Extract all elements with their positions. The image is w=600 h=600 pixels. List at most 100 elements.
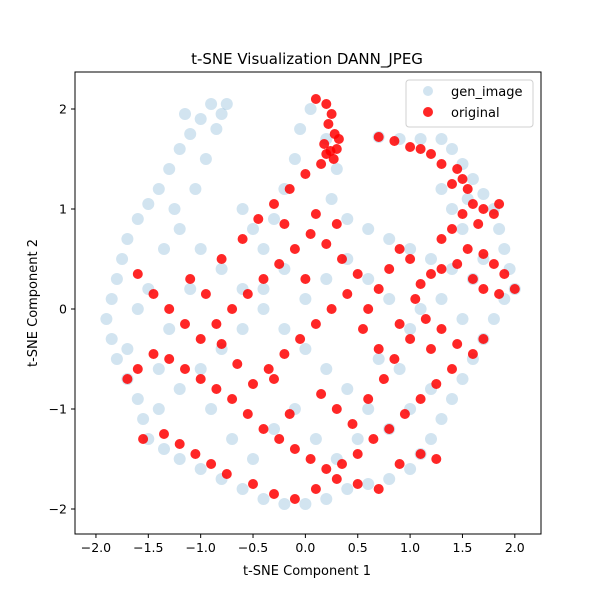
point-original [368, 434, 379, 444]
point-gen-image [210, 123, 223, 135]
point-original [328, 154, 339, 164]
point-original [316, 159, 327, 169]
point-original [242, 289, 253, 299]
y-tick-label: −2 [49, 502, 67, 517]
point-original [426, 269, 436, 279]
point-original [447, 224, 457, 234]
point-gen-image [173, 223, 186, 235]
point-gen-image [173, 453, 186, 465]
point-gen-image [194, 243, 207, 255]
point-gen-image [362, 403, 375, 415]
point-original [352, 449, 363, 459]
point-gen-image [341, 483, 354, 495]
point-gen-image [278, 498, 291, 510]
point-original [436, 234, 447, 244]
x-tick-label: −0.5 [238, 540, 268, 555]
point-gen-image [100, 313, 113, 325]
point-gen-image [278, 323, 291, 335]
point-gen-image [158, 243, 170, 255]
point-original [190, 449, 201, 459]
point-original [274, 434, 285, 444]
point-original [237, 234, 248, 244]
point-original [431, 379, 442, 389]
series-gen-image [100, 98, 521, 510]
point-original [389, 136, 400, 146]
point-original [478, 334, 489, 344]
point-original [164, 304, 175, 314]
point-original [279, 349, 290, 359]
point-original [462, 184, 473, 194]
point-gen-image [247, 223, 259, 235]
point-original [242, 409, 253, 419]
point-original [159, 429, 169, 439]
point-gen-image [158, 443, 170, 455]
point-gen-image [110, 353, 123, 365]
point-gen-image [341, 213, 354, 225]
point-original [195, 334, 206, 344]
point-gen-image [299, 343, 312, 355]
point-gen-image [236, 323, 249, 335]
point-original [352, 269, 363, 279]
point-original [488, 259, 499, 269]
point-original [289, 244, 300, 254]
legend-marker-gen-image [423, 86, 433, 96]
point-gen-image [320, 493, 333, 505]
point-original [221, 469, 232, 479]
point-gen-image [110, 273, 123, 285]
point-original [420, 314, 431, 324]
point-original [258, 424, 269, 434]
point-original [253, 214, 264, 224]
point-original [326, 304, 337, 314]
point-gen-image [131, 303, 144, 315]
point-original [206, 459, 217, 469]
point-original [478, 284, 489, 294]
point-gen-image [325, 193, 338, 205]
point-original [415, 279, 426, 289]
x-tick-label: 0.5 [348, 540, 368, 555]
point-gen-image [236, 483, 249, 495]
point-original [122, 374, 133, 384]
point-original [319, 139, 330, 149]
point-original [499, 269, 510, 279]
point-original [462, 244, 473, 254]
point-original [321, 464, 332, 474]
point-gen-image [372, 353, 385, 365]
point-gen-image [257, 243, 270, 255]
point-original [180, 319, 190, 329]
point-gen-image [414, 303, 427, 315]
point-original [342, 289, 353, 299]
point-gen-image [362, 273, 375, 285]
point-gen-image [487, 313, 500, 325]
point-original [331, 219, 342, 229]
x-axis-ticks: −2.0 −1.5 −1.0 −0.5 0.0 0.5 1.0 1.5 2.0 [81, 534, 525, 555]
point-gen-image [393, 363, 406, 375]
point-gen-image [236, 203, 249, 215]
point-gen-image [456, 313, 469, 325]
point-original [394, 459, 405, 469]
y-axis-ticks: −2 −1 0 1 2 [49, 102, 75, 517]
point-original [248, 379, 258, 389]
point-original [310, 209, 321, 219]
point-gen-image [152, 363, 165, 375]
point-gen-image [184, 283, 197, 295]
point-original [200, 289, 211, 299]
point-gen-image [220, 98, 233, 110]
point-gen-image [414, 133, 427, 145]
point-original [509, 284, 520, 294]
point-gen-image [446, 143, 458, 155]
point-gen-image [257, 303, 270, 315]
point-original [405, 334, 416, 344]
point-original [415, 449, 426, 459]
point-original [269, 199, 279, 209]
point-gen-image [179, 108, 191, 120]
point-original [405, 254, 416, 264]
y-tick-label: 1 [59, 202, 67, 217]
point-original [352, 479, 363, 489]
point-original [148, 349, 159, 359]
x-tick-label: 1.5 [453, 540, 473, 555]
point-gen-image [163, 323, 176, 335]
point-gen-image [294, 123, 307, 135]
point-original [132, 364, 143, 374]
point-gen-image [425, 433, 437, 445]
point-gen-image [404, 463, 417, 475]
